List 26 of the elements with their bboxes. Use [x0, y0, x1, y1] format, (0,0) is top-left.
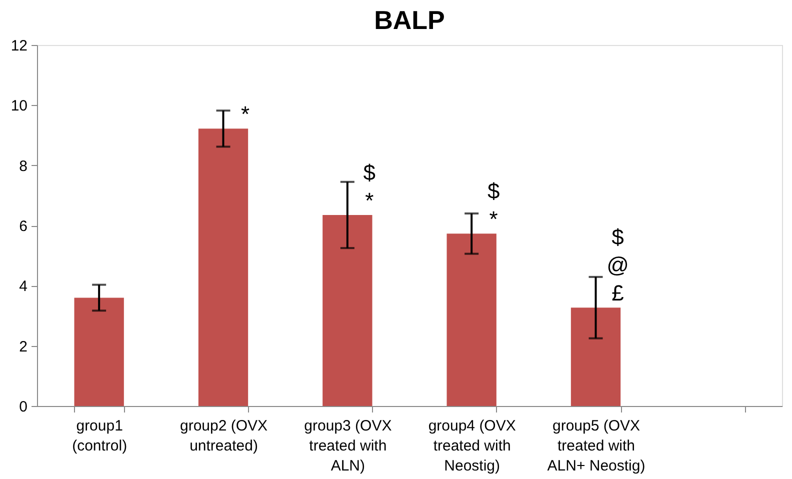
- annotation: *: [489, 206, 498, 232]
- annotation: *: [365, 188, 374, 213]
- annotation: $: [487, 178, 500, 204]
- y-tick-label: 4: [19, 278, 28, 296]
- annotation: @: [606, 252, 629, 278]
- annotation: *: [240, 102, 250, 127]
- annotation: $: [363, 160, 376, 185]
- y-tick-label: 10: [10, 98, 28, 115]
- annotation: £: [612, 280, 624, 306]
- y-tick-label: 12: [10, 38, 28, 54]
- bar: [198, 128, 248, 406]
- annotation: $: [612, 224, 624, 250]
- x-tick-label: group1 (control): [72, 418, 128, 454]
- bar: [322, 214, 372, 406]
- bar: [446, 234, 496, 406]
- chart-title: BALP: [374, 5, 445, 35]
- y-tick-label: 2: [19, 338, 28, 356]
- x-tick-label: group3 (OVX treated with ALN): [304, 418, 392, 474]
- y-tick-label: 6: [19, 218, 28, 235]
- x-tick-label: group5 (OVX treated with ALN+ Neostig): [547, 418, 646, 474]
- bar: [570, 308, 621, 406]
- x-tick-label: group2 (OVX untreated): [180, 418, 268, 454]
- y-tick-label: 8: [19, 158, 28, 175]
- y-tick-label: 0: [19, 398, 28, 416]
- x-tick-label: group4 (OVX treated with Neostig): [428, 418, 516, 474]
- bar: [74, 298, 124, 406]
